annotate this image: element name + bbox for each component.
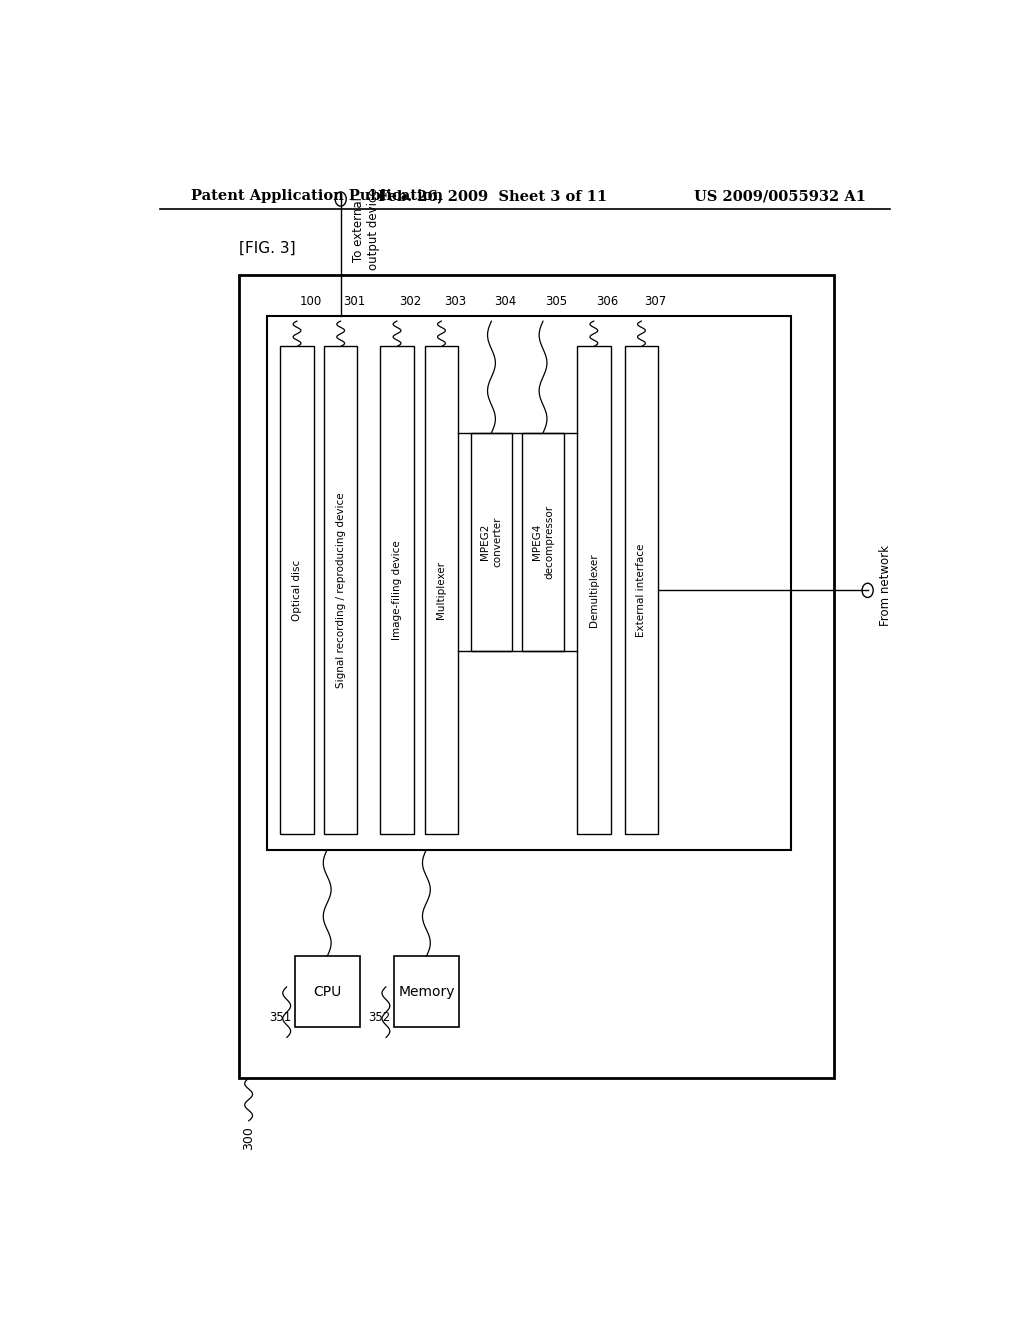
Bar bbox=[240, 276, 835, 1078]
Bar bbox=[394, 956, 459, 1027]
Text: 352: 352 bbox=[369, 1011, 391, 1024]
Text: 305: 305 bbox=[546, 294, 567, 308]
Text: 306: 306 bbox=[596, 294, 618, 308]
Text: 302: 302 bbox=[399, 294, 422, 308]
Text: Image-filing device: Image-filing device bbox=[392, 540, 402, 640]
Bar bbox=[267, 315, 791, 850]
Bar bbox=[281, 346, 313, 834]
Text: 300: 300 bbox=[243, 1126, 255, 1150]
Bar bbox=[522, 433, 563, 651]
Text: MPEG2
converter: MPEG2 converter bbox=[480, 517, 503, 568]
Text: Memory: Memory bbox=[398, 985, 455, 999]
Text: Patent Application Publication: Patent Application Publication bbox=[191, 189, 443, 203]
Bar bbox=[380, 346, 414, 834]
Text: 100: 100 bbox=[299, 294, 322, 308]
Text: CPU: CPU bbox=[313, 985, 341, 999]
Text: Feb. 26, 2009  Sheet 3 of 11: Feb. 26, 2009 Sheet 3 of 11 bbox=[379, 189, 607, 203]
Text: 304: 304 bbox=[494, 294, 516, 308]
Bar bbox=[471, 433, 512, 651]
Text: To external
output device: To external output device bbox=[352, 189, 380, 271]
Text: 307: 307 bbox=[644, 294, 666, 308]
Text: External interface: External interface bbox=[637, 544, 646, 638]
Bar bbox=[425, 346, 458, 834]
Bar bbox=[324, 346, 357, 834]
Text: 301: 301 bbox=[343, 294, 366, 308]
Bar bbox=[625, 346, 658, 834]
Text: 351: 351 bbox=[269, 1011, 292, 1024]
Text: Optical disc: Optical disc bbox=[292, 560, 302, 620]
Bar bbox=[295, 956, 359, 1027]
Text: [FIG. 3]: [FIG. 3] bbox=[240, 240, 296, 255]
Bar bbox=[578, 346, 610, 834]
Text: From network: From network bbox=[879, 545, 892, 626]
Text: Multiplexer: Multiplexer bbox=[436, 561, 446, 619]
Text: Signal recording / reproducing device: Signal recording / reproducing device bbox=[336, 492, 346, 688]
Text: MPEG4
decompressor: MPEG4 decompressor bbox=[531, 506, 554, 579]
Text: 303: 303 bbox=[443, 294, 466, 308]
Text: US 2009/0055932 A1: US 2009/0055932 A1 bbox=[694, 189, 866, 203]
Text: Demultiplexer: Demultiplexer bbox=[589, 553, 599, 627]
